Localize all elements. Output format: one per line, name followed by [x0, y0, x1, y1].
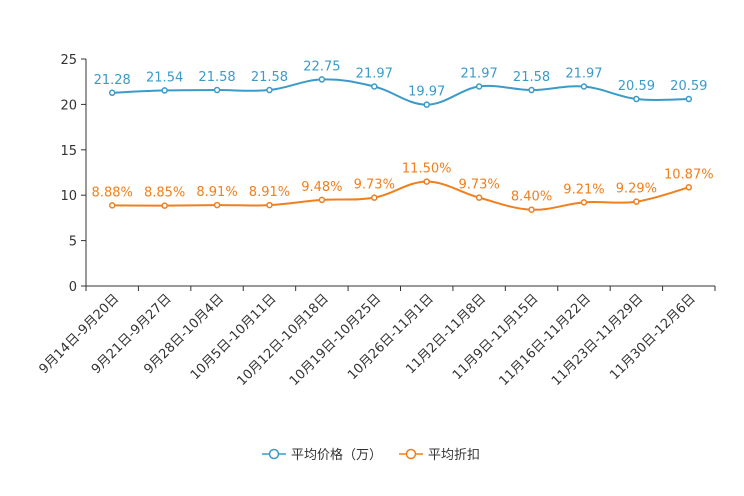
axes: 05101520259月14日-9月20日9月21日-9月27日9月28日-10… — [36, 53, 716, 389]
data-label: 9.73% — [458, 178, 499, 193]
legend[interactable]: 平均价格（万） 平均折扣 — [262, 447, 480, 463]
data-label: 8.88% — [92, 185, 133, 200]
series-1: 8.88% 8.85% 8.91% 8.91% 9.48% 9.73% 11.50% 9.73… — [92, 162, 714, 213]
y-tick-label: 15 — [60, 144, 77, 159]
data-point[interactable] — [371, 194, 378, 201]
data-label: 9.21% — [563, 182, 604, 197]
y-tick-label: 10 — [60, 189, 77, 204]
y-tick-label: 5 — [69, 235, 77, 250]
data-point[interactable] — [266, 86, 273, 94]
data-point[interactable] — [423, 101, 430, 108]
data-point[interactable] — [213, 201, 221, 209]
legend-item-1[interactable]: 平均折扣 — [399, 448, 480, 463]
data-point[interactable] — [528, 206, 535, 213]
y-tick-label: 25 — [60, 53, 77, 68]
data-label: 21.97 — [565, 67, 602, 82]
legend-marker-icon — [268, 448, 280, 460]
data-point[interactable] — [213, 86, 221, 94]
data-point[interactable] — [580, 83, 588, 90]
data-label: 9.48% — [301, 180, 342, 195]
data-label: 21.97 — [356, 67, 393, 82]
data-label: 21.28 — [94, 73, 131, 88]
legend-item-0[interactable]: 平均价格（万） — [262, 447, 382, 463]
data-point[interactable] — [685, 184, 693, 191]
data-label: 10.87% — [664, 167, 714, 182]
x-tick-label: 11月16日-11月22日 — [497, 291, 594, 388]
data-label: 21.58 — [198, 70, 235, 85]
series-line-0 — [112, 78, 689, 106]
series-layer: 21.28 21.54 21.58 21.58 22.75 21.97 19.97 21.97… — [92, 59, 714, 213]
data-label: 8.91% — [196, 185, 237, 200]
data-label: 9.73% — [354, 178, 395, 193]
data-point[interactable] — [161, 202, 168, 209]
x-tick-label: 11月23日-11月29日 — [549, 291, 646, 388]
data-label: 9.29% — [616, 182, 657, 197]
data-point[interactable] — [423, 178, 430, 185]
data-label: 22.75 — [303, 59, 340, 74]
x-tick-label: 10月19日-10月25日 — [287, 291, 384, 388]
data-point[interactable] — [633, 95, 640, 103]
data-point[interactable] — [685, 95, 693, 103]
data-label: 8.91% — [249, 185, 290, 200]
data-point[interactable] — [475, 83, 483, 90]
data-point[interactable] — [475, 194, 483, 201]
data-label: 20.59 — [618, 79, 655, 94]
data-point[interactable] — [108, 89, 116, 97]
data-point[interactable] — [161, 87, 168, 94]
y-tick-label: 20 — [60, 98, 77, 113]
data-label: 21.97 — [461, 67, 498, 82]
data-point[interactable] — [266, 201, 273, 209]
data-point[interactable] — [318, 76, 326, 83]
data-point[interactable] — [108, 202, 116, 209]
data-point[interactable] — [633, 198, 640, 205]
y-tick-label: 0 — [69, 280, 77, 295]
series-line-1 — [112, 180, 690, 211]
data-point[interactable] — [318, 196, 326, 204]
data-point[interactable] — [580, 199, 588, 206]
legend-marker-icon — [405, 448, 417, 460]
data-label: 21.58 — [513, 70, 550, 85]
data-label: 19.97 — [408, 85, 445, 100]
series-0: 21.28 21.54 21.58 21.58 22.75 21.97 19.97 21.97… — [94, 59, 707, 108]
data-label: 20.59 — [670, 79, 707, 94]
data-point[interactable] — [371, 83, 378, 90]
data-label: 11.50% — [402, 162, 452, 177]
legend-label: 平均折扣 — [428, 448, 480, 463]
x-tick-label: 10月12日-10月18日 — [234, 291, 331, 388]
data-label: 21.54 — [146, 70, 183, 85]
data-label: 21.58 — [251, 70, 288, 85]
data-label: 8.40% — [511, 190, 552, 205]
data-label: 8.85% — [144, 186, 185, 201]
data-point[interactable] — [528, 86, 535, 94]
legend-label: 平均价格（万） — [291, 447, 382, 463]
